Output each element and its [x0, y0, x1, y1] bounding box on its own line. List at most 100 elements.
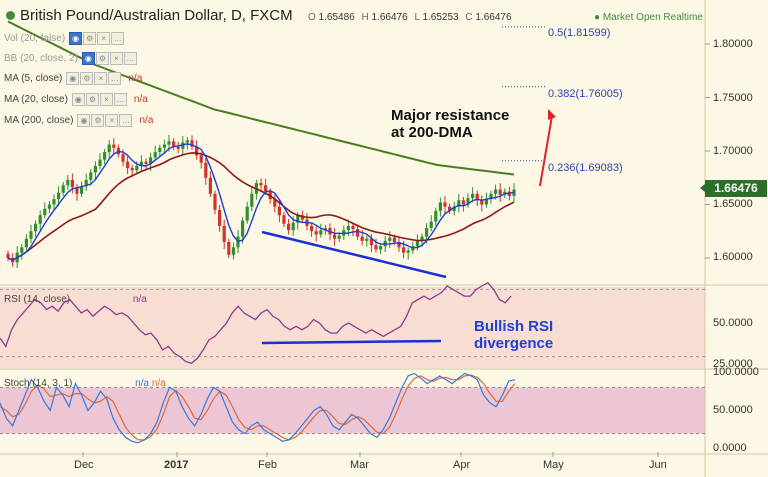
x-tick-label: 2017 [164, 459, 189, 471]
candle-body [153, 152, 157, 158]
x-tick-label: Feb [258, 459, 277, 471]
settings-icon[interactable]: ⚙ [85, 92, 99, 106]
candle-body [24, 238, 28, 248]
trendline-price [261, 230, 447, 279]
ohlc-readout: O 1.65486 H 1.66476 L 1.65253 C 1.66476 [308, 12, 516, 23]
price-tick-label: 1.75000 [713, 92, 753, 104]
settings-icon[interactable]: ⚙ [83, 31, 97, 45]
candle-body [365, 238, 369, 241]
more-icon[interactable]: … [119, 113, 133, 127]
indicator-ma20-label: MA (20, close) [4, 93, 68, 105]
visibility-icon[interactable]: ◉ [77, 113, 91, 127]
indicator-ma5[interactable]: MA (5, close) ◉ ⚙ ×… n/a [4, 70, 142, 86]
candle-body [360, 236, 364, 241]
settings-icon[interactable]: ⚙ [95, 51, 109, 65]
close-value: 1.66476 [475, 12, 512, 23]
candle-body [379, 246, 383, 250]
indicator-bb[interactable]: BB (20, close, 2) ◉ ⚙ ×… [4, 50, 138, 66]
candle-body [333, 234, 337, 239]
resistance-line-2: at 200-DMA [391, 124, 473, 141]
resistance-annotation: Major resistance at 200-DMA [391, 107, 509, 141]
candle-body [158, 147, 162, 153]
candle-body [296, 215, 300, 223]
candle-body [204, 162, 208, 178]
candle-body [34, 223, 38, 232]
visibility-icon[interactable]: ◉ [71, 92, 85, 106]
x-tick-label: Mar [350, 459, 369, 471]
close-icon[interactable]: × [97, 31, 111, 45]
candle-body [52, 199, 56, 205]
open-value: 1.65486 [318, 12, 355, 23]
candle-body [80, 186, 84, 194]
more-icon[interactable]: … [108, 71, 122, 85]
candle-body [406, 250, 410, 253]
close-icon[interactable]: × [105, 113, 119, 127]
candle-body [107, 144, 111, 153]
rsi-tick-label: 25.0000 [713, 358, 753, 370]
stoch-k-line [0, 372, 516, 444]
high-value: 1.66476 [371, 12, 408, 23]
candle-body [415, 240, 419, 247]
close-icon[interactable]: × [94, 71, 108, 85]
price-tick-label: 1.65000 [713, 198, 753, 210]
candle-body [282, 215, 286, 224]
visibility-icon[interactable]: ◉ [69, 31, 83, 45]
candle-body [250, 193, 254, 207]
candle-body [369, 238, 373, 246]
fib-label-0.5: 0.5(1.81599) [548, 27, 611, 39]
stoch-band [0, 387, 705, 434]
ma20-line [7, 152, 515, 261]
candle-body [452, 206, 456, 211]
candle-body [374, 245, 378, 250]
price-tag-pointer [700, 184, 705, 192]
indicator-ma200[interactable]: MA (200, close) ◉ ⚙ ×… n/a [4, 112, 153, 128]
candle-body [300, 215, 304, 220]
candle-body [75, 187, 79, 194]
visibility-icon[interactable]: ◉ [81, 51, 95, 65]
fib-label-0.236: 0.236(1.69083) [548, 162, 623, 174]
candle-body [245, 206, 249, 221]
settings-icon[interactable]: ⚙ [91, 113, 105, 127]
candle-body [241, 220, 245, 237]
candle-body [66, 179, 70, 186]
more-icon[interactable]: … [113, 92, 127, 106]
indicator-vol[interactable]: Vol (20, false) ◉ ⚙ ×… [4, 30, 125, 46]
rsi-title: RSI (14, close) n/a [4, 294, 147, 305]
candle-body [287, 223, 291, 231]
candle-body [484, 199, 488, 205]
settings-icon[interactable]: ⚙ [80, 71, 94, 85]
candle-body [190, 140, 194, 147]
stoch-k-value: n/a [135, 378, 150, 389]
stoch-tick-label: 0.0000 [713, 442, 747, 454]
indicator-ma20[interactable]: MA (20, close) ◉ ⚙ ×… n/a [4, 91, 148, 107]
candle-body [443, 202, 447, 207]
more-icon[interactable]: … [111, 31, 125, 45]
more-icon[interactable]: … [123, 51, 137, 65]
x-tick-label: Jun [649, 459, 667, 471]
rsi-title-label: RSI (14, close) [4, 294, 71, 305]
candle-body [461, 200, 465, 205]
close-icon[interactable]: × [99, 92, 113, 106]
symbol-title: British Pound/Australian Dollar, D, FXCM [20, 7, 293, 24]
candle-body [438, 202, 442, 211]
candle-body [61, 185, 65, 193]
indicator-ma200-value: n/a [139, 114, 154, 126]
open-key: O [308, 12, 316, 23]
candle-body [218, 209, 222, 226]
candle-body [429, 221, 433, 229]
close-icon[interactable]: × [109, 51, 123, 65]
indicator-ma5-label: MA (5, close) [4, 72, 63, 84]
candle-body [291, 222, 295, 231]
candle-body [162, 144, 166, 148]
candle-body [20, 247, 24, 253]
divergence-line-2: divergence [474, 335, 554, 352]
candle-body [498, 189, 502, 195]
divergence-annotation: Bullish RSI divergence [474, 318, 553, 352]
indicator-bb-label: BB (20, close, 2) [4, 52, 78, 64]
candle-body [351, 225, 355, 230]
visibility-icon[interactable]: ◉ [66, 71, 80, 85]
candle-body [38, 215, 42, 224]
candle-body [314, 231, 318, 235]
